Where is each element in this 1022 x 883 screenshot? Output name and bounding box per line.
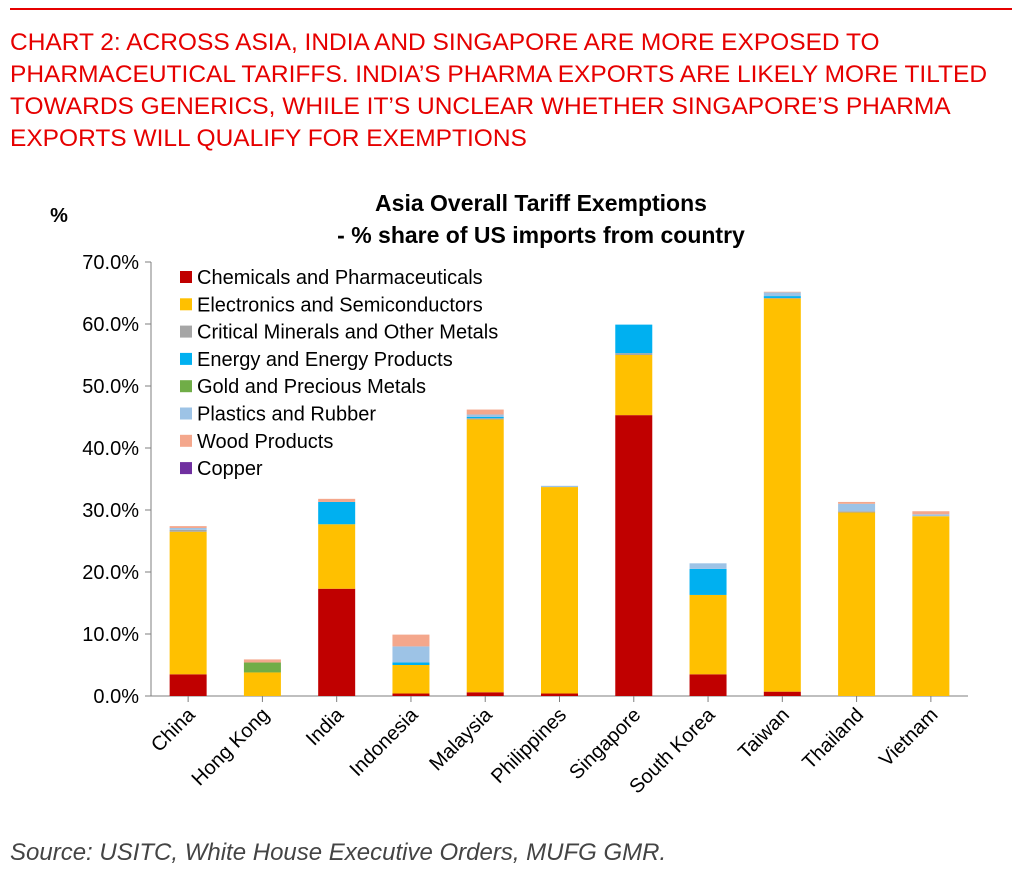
bar-segment (912, 514, 950, 517)
bar-segment (392, 662, 430, 665)
bar-segment (615, 415, 653, 696)
bar-segment (466, 692, 504, 696)
bar-segment (466, 419, 504, 693)
bar-segment (466, 409, 504, 415)
y-tick-label: 30.0% (82, 500, 139, 522)
bar-segment (541, 487, 578, 694)
bar-segment (615, 324, 653, 354)
x-tick-label: Singapore (565, 704, 645, 784)
bar-segment (318, 588, 356, 696)
legend-swatch (180, 380, 192, 393)
bar-segment (541, 693, 578, 696)
bar-segment (763, 298, 801, 692)
legend-swatch (180, 271, 192, 283)
bar-segment (615, 353, 653, 355)
y-tick-label: 10.0% (82, 624, 139, 646)
chart-title: Asia Overall Tariff Exemptions (375, 190, 707, 216)
bar-segment (763, 291, 801, 293)
bar-segment (689, 568, 727, 595)
legend-label: Gold and Precious Metals (197, 376, 426, 398)
bar-segment (392, 693, 430, 696)
bar-segment (318, 524, 356, 589)
bar-segment (392, 646, 430, 663)
legend-label: Plastics and Rubber (197, 404, 376, 426)
legend-label: Wood Products (197, 431, 333, 453)
y-tick-label: 20.0% (82, 562, 139, 584)
x-tick-label: Thailand (798, 704, 868, 774)
legend-label: Electronics and Semiconductors (197, 294, 483, 316)
bar-segment (912, 511, 950, 515)
legend-label: Energy and Energy Products (197, 349, 453, 371)
bar-segment (838, 512, 876, 696)
y-tick-label: 40.0% (82, 438, 139, 460)
legend-swatch (180, 298, 192, 311)
y-tick-label: 50.0% (82, 376, 139, 398)
legend-swatch (180, 462, 192, 475)
plot-area: 0.0% 10.0% 20.0% 30.0% 40.0% 50.0% 60.0% 70.0% C… (82, 252, 968, 798)
y-tick-label: 60.0% (82, 314, 139, 336)
bar-segment (392, 665, 430, 694)
bar-segment (763, 691, 801, 696)
bar-segment (243, 672, 281, 696)
legend-swatch (180, 407, 192, 420)
legend-label: Copper (197, 458, 263, 480)
x-tick-label: Philippines (487, 704, 571, 788)
bar-segment (689, 594, 727, 675)
chart-subtitle: - % share of US imports from country (337, 222, 745, 248)
legend-swatch (180, 325, 192, 338)
bar-segment (318, 501, 356, 525)
bar-segment (466, 417, 504, 419)
bar-segment (243, 662, 281, 673)
bar-segment (169, 674, 207, 696)
x-tick-label: Vietnam (875, 704, 942, 771)
bar-segment (763, 296, 801, 298)
y-tick-label: 0.0% (93, 686, 139, 708)
chart-headline: CHART 2: ACROSS ASIA, INDIA AND SINGAPOR… (10, 29, 988, 152)
legend-swatch (180, 434, 192, 447)
bar-segment (541, 485, 578, 488)
source-note: Source: USITC, White House Executive Ord… (10, 839, 667, 866)
legend-label: Chemicals and Pharmaceuticals (197, 267, 483, 289)
bar-segment (689, 674, 727, 696)
x-tick-label: Indonesia (346, 703, 424, 781)
legend-label: Critical Minerals and Other Metals (197, 322, 498, 344)
bar-segment (615, 355, 653, 416)
legend-swatch (180, 352, 192, 365)
bar-segment (912, 516, 950, 696)
bar-segment (169, 531, 207, 675)
bar-segment (466, 414, 504, 417)
x-tick-label: India (302, 703, 349, 750)
bar-segment (763, 292, 801, 297)
x-tick-label: China (147, 703, 200, 756)
y-tick-label: 70.0% (82, 252, 139, 274)
x-tick-label: Malaysia (425, 703, 497, 775)
bar-segment (763, 297, 801, 299)
bar-segment (392, 634, 430, 647)
bar-segment (466, 418, 504, 420)
bar-segment (243, 659, 281, 663)
bar-segment (838, 501, 876, 504)
top-rule (10, 8, 1012, 10)
y-axis-label: % (50, 205, 68, 227)
bar-segment (169, 529, 207, 532)
bar-segment (838, 503, 876, 512)
bar-segment (838, 511, 876, 513)
x-tick-label: Hong Kong (188, 704, 274, 790)
bar-segment (689, 563, 727, 569)
x-tick-label: Taiwan (734, 704, 794, 764)
bar-segment (318, 498, 356, 502)
bar-segment (169, 527, 207, 530)
bar-segment (169, 526, 207, 528)
